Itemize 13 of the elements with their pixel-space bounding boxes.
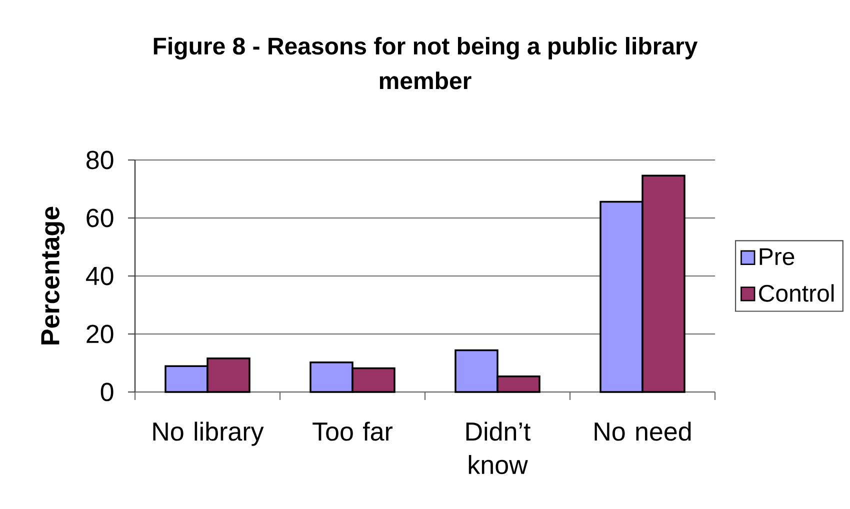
y-tick-label: 60 (86, 208, 114, 228)
legend-label: Control (759, 284, 834, 302)
x-tick-label: No library (153, 422, 264, 446)
legend-label: Pre (760, 248, 794, 266)
y-tick-label: 0 (100, 382, 114, 402)
y-axis-title: Percentage (41, 206, 65, 344)
y-tick-label: 80 (86, 150, 114, 170)
x-tick-label: Too far (312, 422, 393, 441)
chart-title: Figure 8 - Reasons for not being a public library member (154, 36, 698, 90)
x-tick-label: Didn’t know (466, 422, 531, 474)
y-tick-label: 20 (86, 324, 114, 344)
x-tick-label: No need (594, 422, 691, 441)
y-tick-label: 40 (86, 266, 114, 286)
